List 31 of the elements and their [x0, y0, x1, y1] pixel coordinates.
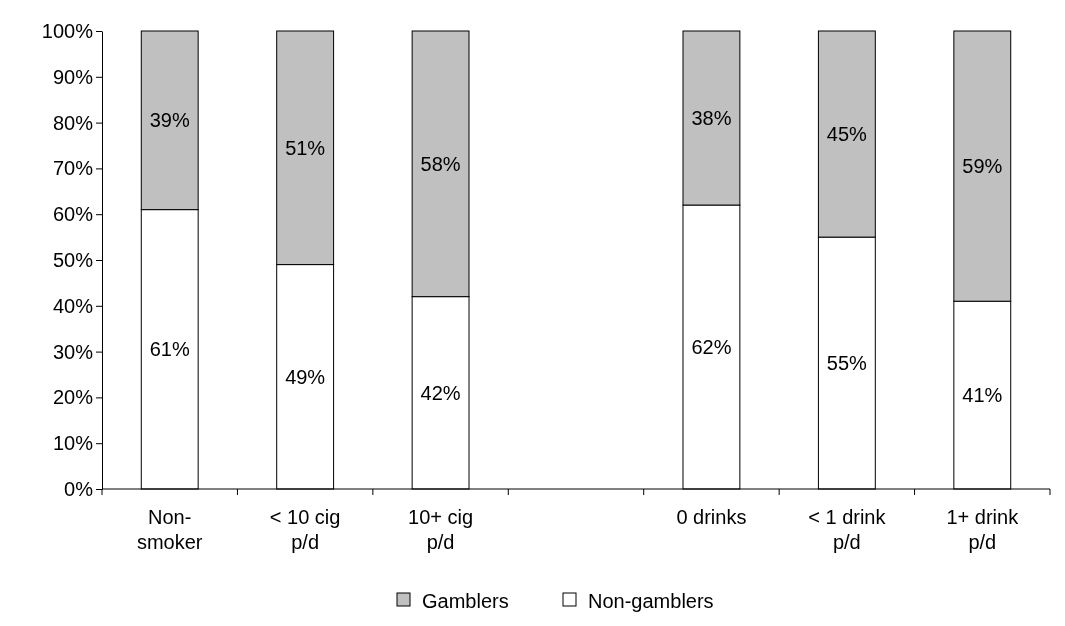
data-label: 38%: [691, 107, 732, 130]
x-tick-label: 0 drinks: [676, 506, 747, 528]
y-tick-label: 40%: [52, 294, 94, 317]
data-label: 39%: [149, 109, 190, 132]
legend-label: Non-gamblers: [588, 590, 714, 612]
y-tick-label: 50%: [52, 248, 94, 271]
data-label: 45%: [826, 123, 868, 146]
data-label: 51%: [285, 136, 326, 159]
x-tick-label: < 1 drink p/d: [808, 506, 887, 553]
data-label: 62%: [691, 336, 732, 359]
x-tick-label: 10+ cig p/d: [408, 506, 474, 553]
y-tick-label: 90%: [52, 65, 94, 88]
x-tick-label: 1+ drink p/d: [946, 506, 1020, 553]
data-label: 49%: [285, 365, 326, 388]
data-label: 59%: [962, 155, 1003, 178]
y-tick-label: 0%: [64, 477, 94, 500]
data-label: 61%: [149, 338, 190, 361]
x-tick-label: < 10 cig p/d: [269, 506, 341, 553]
y-tick-label: 10%: [52, 432, 94, 455]
y-tick-label: 70%: [52, 157, 94, 180]
data-label: 58%: [420, 152, 461, 175]
y-tick-label: 100%: [41, 19, 94, 42]
data-label: 41%: [962, 384, 1003, 407]
legend-label: Gamblers: [422, 590, 509, 612]
y-tick-label: 80%: [52, 111, 94, 134]
y-tick-label: 30%: [52, 340, 94, 363]
data-label: 42%: [420, 381, 461, 404]
y-tick-label: 20%: [52, 386, 94, 409]
y-tick-label: 60%: [52, 203, 94, 226]
data-label: 55%: [826, 352, 868, 375]
x-tick-label: Non- smoker: [136, 506, 203, 553]
